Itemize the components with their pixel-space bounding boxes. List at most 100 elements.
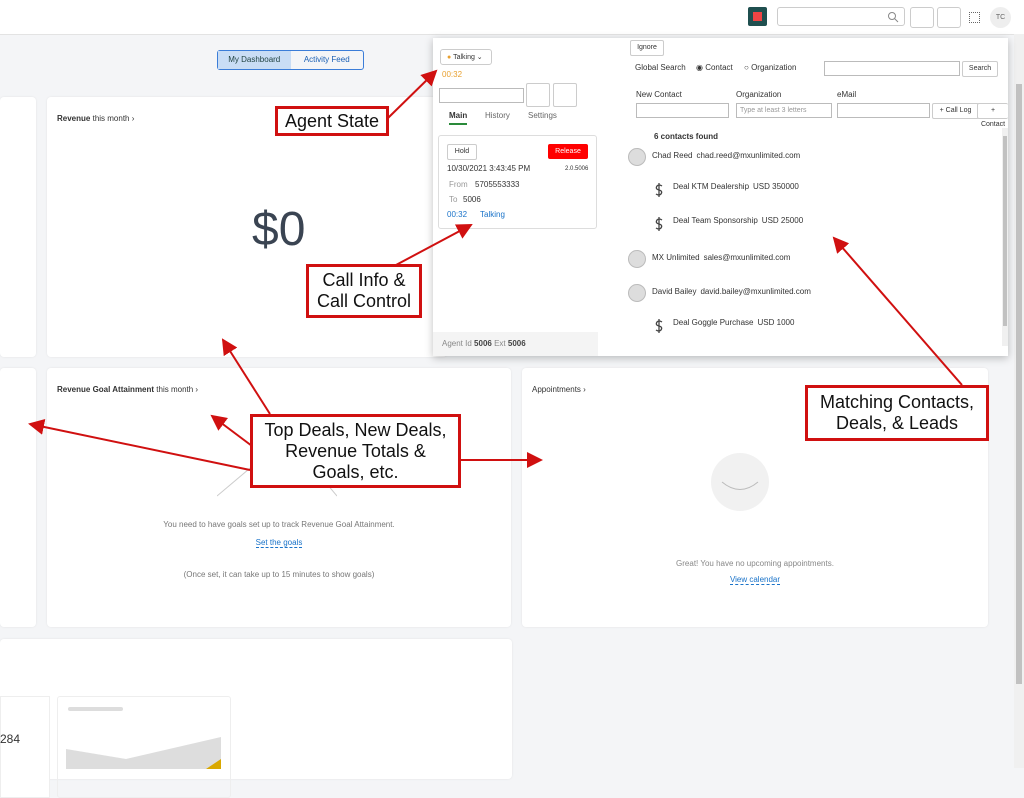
contact-name[interactable]: David Bailey bbox=[652, 287, 697, 296]
deal-amount: USD 350000 bbox=[753, 182, 799, 191]
card bbox=[0, 97, 36, 357]
state-timer: 00:32 bbox=[442, 70, 463, 79]
view-tabs: My Dashboard Activity Feed bbox=[217, 50, 364, 70]
annotation-line: Agent State bbox=[284, 110, 380, 131]
deal-amount: USD 25000 bbox=[761, 216, 804, 225]
agent-state: Talking bbox=[453, 54, 475, 61]
organization-input[interactable]: Type at least 3 letters bbox=[736, 103, 832, 118]
tab[interactable]: My Dashboard bbox=[218, 51, 291, 69]
to-number: 5006 bbox=[463, 195, 481, 204]
text: 5006 bbox=[474, 339, 492, 348]
revenue-value: $0 bbox=[252, 203, 306, 256]
arrow bbox=[832, 236, 963, 386]
arrow bbox=[395, 224, 473, 266]
card-period: this month bbox=[156, 385, 194, 394]
panel-scrollbar bbox=[1002, 128, 1008, 346]
arrow bbox=[387, 69, 438, 119]
from-label: From bbox=[449, 180, 468, 189]
search-option[interactable]: ○ Organization bbox=[744, 63, 797, 72]
phone-button[interactable] bbox=[910, 7, 934, 28]
set-goals-link[interactable]: Set the goals bbox=[255, 538, 303, 548]
arrow bbox=[210, 414, 253, 447]
release-button[interactable]: Release bbox=[548, 144, 588, 159]
deal-amount: USD 1000 bbox=[757, 318, 795, 327]
hold-button[interactable]: Hold bbox=[447, 144, 477, 160]
annotation-line: Call Control bbox=[316, 291, 412, 311]
text: Agent Id bbox=[442, 339, 472, 348]
contact-email[interactable]: chad.reed@mxunlimited.com bbox=[696, 151, 801, 160]
stat-value: 284 bbox=[0, 732, 21, 746]
goal-note: (Once set, it can take up to 15 minutes … bbox=[183, 570, 375, 579]
conference-button[interactable] bbox=[553, 83, 577, 107]
field-label: New Contact bbox=[636, 90, 682, 99]
tab[interactable]: Activity Feed bbox=[303, 55, 350, 64]
contact-name[interactable]: MX Unlimited bbox=[652, 253, 700, 262]
card-period: this month bbox=[92, 114, 130, 123]
from-number: 5705553333 bbox=[475, 180, 520, 189]
call-column: ● Talking ⌄ 00:32 Main History Settings … bbox=[433, 38, 598, 356]
annotation-arrows bbox=[28, 69, 963, 471]
call-datetime: 10/30/2021 3:43:45 PM bbox=[447, 164, 531, 173]
field-label: Organization bbox=[736, 90, 782, 99]
card-title: Revenue Goal Attainment bbox=[57, 385, 155, 394]
phone-widget-icon[interactable] bbox=[748, 7, 767, 26]
call-card: Hold Release 10/30/2021 3:43:45 PM 2.0.5… bbox=[438, 135, 597, 229]
deal-name[interactable]: Deal Goggle Purchase bbox=[673, 318, 754, 327]
agent-state-dropdown[interactable]: ● Talking ⌄ bbox=[440, 49, 492, 65]
new-contact-input[interactable] bbox=[636, 103, 729, 118]
results-count: 6 contacts found bbox=[654, 132, 719, 141]
contact-email[interactable]: david.bailey@mxunlimited.com bbox=[700, 287, 811, 296]
contact-email[interactable]: sales@mxunlimited.com bbox=[703, 253, 791, 262]
avatar[interactable]: TC bbox=[990, 7, 1011, 28]
goal-card: Revenue Goal Attainment this month › You… bbox=[47, 368, 511, 627]
top-bar: TC bbox=[0, 0, 1024, 35]
deal-icon bbox=[655, 183, 663, 197]
phone-panel: ● Talking ⌄ 00:32 Main History Settings … bbox=[433, 38, 1008, 356]
annotation: Matching Contacts, Deals, & Leads bbox=[805, 385, 989, 441]
search-box[interactable] bbox=[777, 7, 905, 26]
add-contact-button[interactable]: + Contact bbox=[977, 103, 1008, 128]
annotation: Call Info & Call Control bbox=[306, 264, 422, 318]
tab[interactable]: Settings bbox=[528, 111, 557, 120]
text: Ext bbox=[494, 339, 506, 348]
annotation-line: Revenue Totals & bbox=[285, 440, 426, 461]
version: 2.0.5006 bbox=[565, 166, 589, 172]
search-input[interactable] bbox=[824, 61, 960, 76]
transfer-button[interactable] bbox=[526, 83, 550, 107]
text: Organization bbox=[751, 63, 797, 72]
notifications-button[interactable] bbox=[937, 7, 961, 28]
tab[interactable]: History bbox=[485, 111, 510, 120]
annotation-line: Matching Contacts, bbox=[819, 392, 975, 412]
annotation: Agent State bbox=[275, 106, 389, 136]
search-icon bbox=[888, 12, 899, 23]
card bbox=[0, 368, 36, 627]
apps-button[interactable] bbox=[969, 12, 980, 23]
deal-icon bbox=[655, 319, 663, 333]
to-label: To bbox=[449, 195, 458, 204]
annotation: Top Deals, New Deals, Revenue Totals & Goa… bbox=[250, 414, 461, 488]
dial-input[interactable] bbox=[439, 88, 524, 103]
contact-avatar bbox=[628, 284, 646, 302]
search-button[interactable]: Search bbox=[962, 61, 998, 77]
page-scrollbar bbox=[1014, 34, 1024, 768]
arrow bbox=[221, 338, 271, 415]
contact-avatar bbox=[628, 148, 646, 166]
annotation-line: Goals, etc. bbox=[312, 461, 399, 482]
call-timer: 00:32 bbox=[447, 210, 468, 219]
hammock-illustration bbox=[711, 453, 769, 511]
contact-avatar bbox=[628, 250, 646, 268]
ignore-button[interactable]: Ignore bbox=[630, 40, 664, 56]
search-option[interactable]: ◉ Contact bbox=[696, 63, 733, 72]
deal-name[interactable]: Deal KTM Dealership bbox=[673, 182, 750, 191]
annotation-line: Deals, & Leads bbox=[835, 413, 959, 433]
search-label: Global Search bbox=[635, 63, 686, 72]
field-label: eMail bbox=[837, 90, 857, 99]
call-state: Talking bbox=[480, 210, 505, 219]
deal-name[interactable]: Deal Team Sponsorship bbox=[673, 216, 758, 225]
card-title: Revenue bbox=[57, 114, 91, 123]
tab[interactable]: Main bbox=[449, 111, 468, 125]
email-input[interactable] bbox=[837, 103, 930, 118]
contact-name[interactable]: Chad Reed bbox=[652, 151, 693, 160]
view-calendar-link[interactable]: View calendar bbox=[729, 575, 781, 585]
